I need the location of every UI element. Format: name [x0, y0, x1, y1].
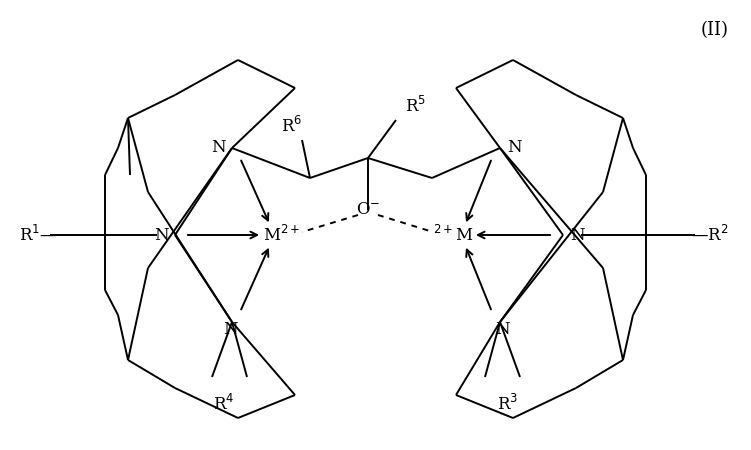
- Text: O$^{-}$: O$^{-}$: [356, 202, 380, 219]
- Text: R$^4$: R$^4$: [213, 394, 235, 414]
- Text: R$^5$: R$^5$: [406, 96, 427, 116]
- Text: N: N: [211, 140, 225, 157]
- Text: R$^6$: R$^6$: [282, 116, 303, 136]
- Text: N: N: [507, 140, 521, 157]
- Text: N: N: [570, 226, 584, 243]
- Text: —R$^2$: —R$^2$: [691, 225, 728, 245]
- Text: R$^1$—: R$^1$—: [19, 225, 57, 245]
- Text: N: N: [495, 321, 509, 338]
- Text: N: N: [223, 321, 237, 338]
- Text: M$^{2+}$: M$^{2+}$: [264, 225, 300, 245]
- Text: $^{2+}$M: $^{2+}$M: [433, 225, 473, 245]
- Text: N: N: [154, 226, 168, 243]
- Text: R$^3$: R$^3$: [497, 394, 519, 414]
- Text: (II): (II): [701, 21, 729, 39]
